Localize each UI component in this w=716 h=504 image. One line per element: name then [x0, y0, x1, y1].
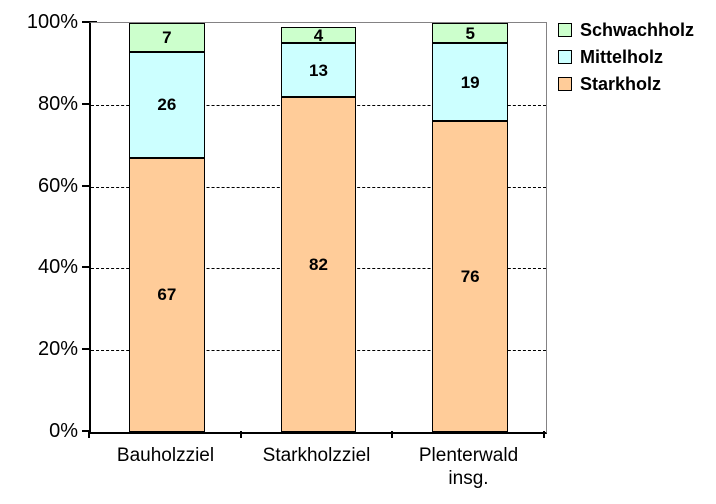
segment-mittelholz: 13 [280, 43, 357, 97]
x-axis-tick [391, 431, 393, 438]
category-label-starkholzziel: Starkholzziel [262, 445, 371, 466]
legend-label: Mittelholz [580, 47, 663, 67]
y-axis-label-60: 60% [37, 175, 78, 197]
segment-schwachholz: 5 [432, 23, 509, 44]
category-label-bauholzziel: Bauholzziel [116, 445, 215, 466]
value-label: 82 [309, 254, 328, 274]
legend-label: Starkholz [580, 74, 662, 94]
legend-item-mittelholz: Mittelholz [558, 47, 694, 67]
value-label: 26 [157, 95, 177, 115]
segment-mittelholz: 19 [432, 43, 509, 122]
value-label: 4 [313, 25, 324, 45]
value-label: 19 [460, 72, 480, 92]
x-axis-tick [543, 431, 545, 438]
segment-schwachholz: 4 [280, 25, 357, 45]
category-label-plenterwald: Plenterwald insg. [418, 445, 519, 489]
x-axis-tick [240, 431, 242, 438]
y-axis-label-0: 0% [49, 420, 78, 442]
y-axis-label-40: 40% [37, 256, 78, 278]
legend-swatch-starkholz [558, 77, 572, 91]
value-label: 67 [157, 285, 177, 305]
segment-starkholz: 67 [128, 157, 205, 432]
segment-starkholz: 82 [280, 96, 357, 432]
value-label: 5 [465, 23, 475, 43]
y-axis-label-20: 20% [37, 338, 78, 360]
segment-mittelholz: 26 [128, 51, 205, 158]
bar-starkholzziel: 4 13 82 [280, 23, 357, 432]
legend-item-starkholz: Starkholz [558, 74, 694, 94]
bar-plenterwald: 5 19 76 [432, 23, 509, 432]
legend-swatch-mittelholz [558, 50, 572, 64]
legend-item-schwachholz: Schwachholz [558, 20, 694, 40]
y-axis-label-80: 80% [37, 93, 78, 115]
legend: Schwachholz Mittelholz Starkholz [558, 20, 694, 94]
bar-bauholzziel: 7 26 67 [128, 23, 205, 432]
category-column-plenterwald: 5 19 76 [394, 23, 546, 432]
category-column-bauholzziel: 7 26 67 [91, 23, 243, 432]
value-label: 76 [460, 267, 480, 287]
value-label: 13 [309, 60, 328, 80]
y-axis-label-100: 100% [26, 11, 78, 33]
category-column-starkholzziel: 4 13 82 [243, 23, 395, 432]
segment-schwachholz: 7 [128, 23, 205, 52]
x-axis-tick [88, 431, 90, 438]
value-label: 7 [162, 27, 172, 47]
plot-area: 7 26 67 4 13 [89, 22, 547, 434]
legend-swatch-schwachholz [558, 23, 572, 37]
legend-label: Schwachholz [580, 20, 695, 40]
segment-starkholz: 76 [432, 121, 509, 432]
